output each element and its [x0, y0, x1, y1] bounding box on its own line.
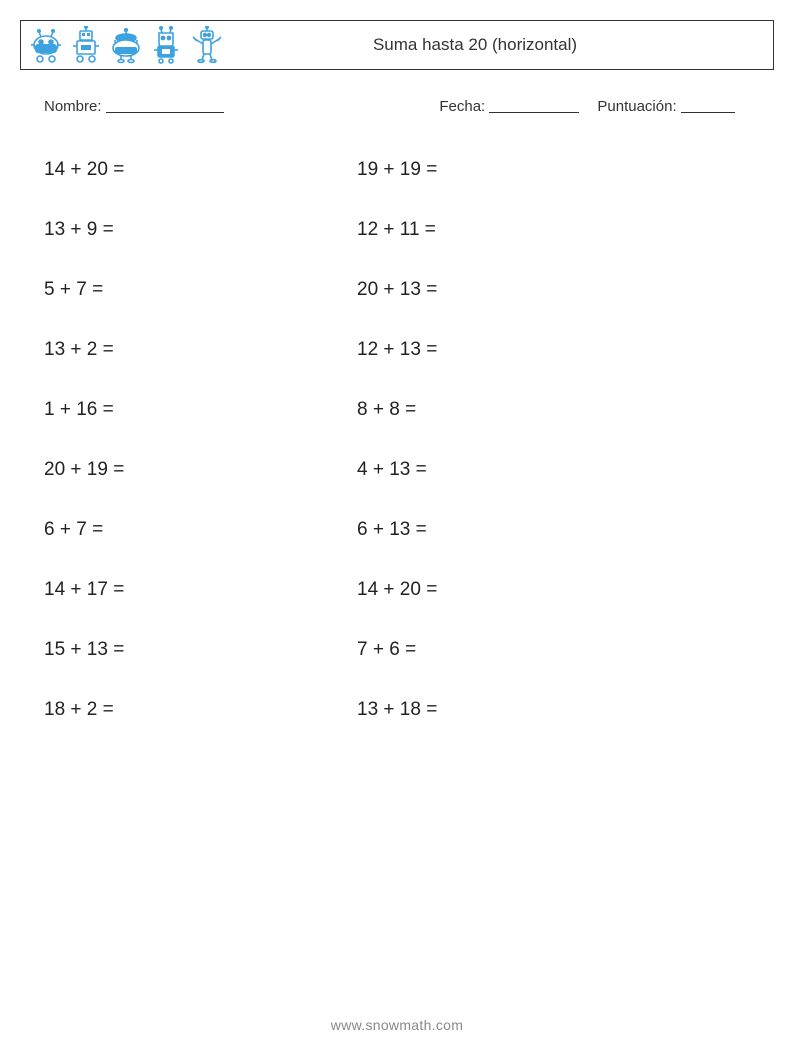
problem: 5 + 7 = — [44, 279, 357, 301]
problems-col-1: 14 + 20 = 13 + 9 = 5 + 7 = 13 + 2 = 1 + … — [44, 159, 357, 721]
name-blank[interactable] — [106, 98, 224, 113]
robot-icon — [189, 26, 225, 64]
robot-icon — [69, 26, 103, 64]
problem: 12 + 11 = — [357, 219, 670, 241]
problem: 13 + 9 = — [44, 219, 357, 241]
score-label: Puntuación: — [597, 98, 676, 115]
worksheet-page: Suma hasta 20 (horizontal) Nombre: Fecha… — [0, 0, 794, 1053]
problem: 20 + 19 = — [44, 459, 357, 481]
header-box: Suma hasta 20 (horizontal) — [20, 20, 774, 70]
problem: 12 + 13 = — [357, 339, 670, 361]
problem: 6 + 13 = — [357, 519, 670, 541]
problems-area: 14 + 20 = 13 + 9 = 5 + 7 = 13 + 2 = 1 + … — [20, 159, 774, 721]
problem: 13 + 2 = — [44, 339, 357, 361]
problems-col-2: 19 + 19 = 12 + 11 = 20 + 13 = 12 + 13 = … — [357, 159, 670, 721]
problem: 14 + 20 = — [44, 159, 357, 181]
score-field: Puntuación: — [597, 96, 734, 115]
robot-icon — [29, 28, 63, 64]
problem: 14 + 20 = — [357, 579, 670, 601]
problem: 15 + 13 = — [44, 639, 357, 661]
score-blank[interactable] — [681, 98, 735, 113]
name-label: Nombre: — [44, 98, 102, 115]
problem: 13 + 18 = — [357, 699, 670, 721]
problem: 6 + 7 = — [44, 519, 357, 541]
form-line: Nombre: Fecha: Puntuación: — [20, 96, 774, 115]
robot-row — [29, 26, 225, 64]
date-blank[interactable] — [489, 98, 579, 113]
worksheet-title: Suma hasta 20 (horizontal) — [373, 35, 617, 54]
date-field: Fecha: — [439, 96, 579, 115]
problem: 14 + 17 = — [44, 579, 357, 601]
robot-icon — [149, 26, 183, 64]
problem: 1 + 16 = — [44, 399, 357, 421]
problem: 19 + 19 = — [357, 159, 670, 181]
problem: 7 + 6 = — [357, 639, 670, 661]
title-wrap: Suma hasta 20 (horizontal) — [225, 35, 765, 55]
footer: www.snowmath.com — [0, 1017, 794, 1033]
name-field: Nombre: — [44, 96, 439, 115]
problem: 4 + 13 = — [357, 459, 670, 481]
problem: 8 + 8 = — [357, 399, 670, 421]
problem: 18 + 2 = — [44, 699, 357, 721]
footer-link[interactable]: www.snowmath.com — [331, 1017, 463, 1033]
date-label: Fecha: — [439, 98, 485, 115]
robot-icon — [109, 28, 143, 64]
problem: 20 + 13 = — [357, 279, 670, 301]
